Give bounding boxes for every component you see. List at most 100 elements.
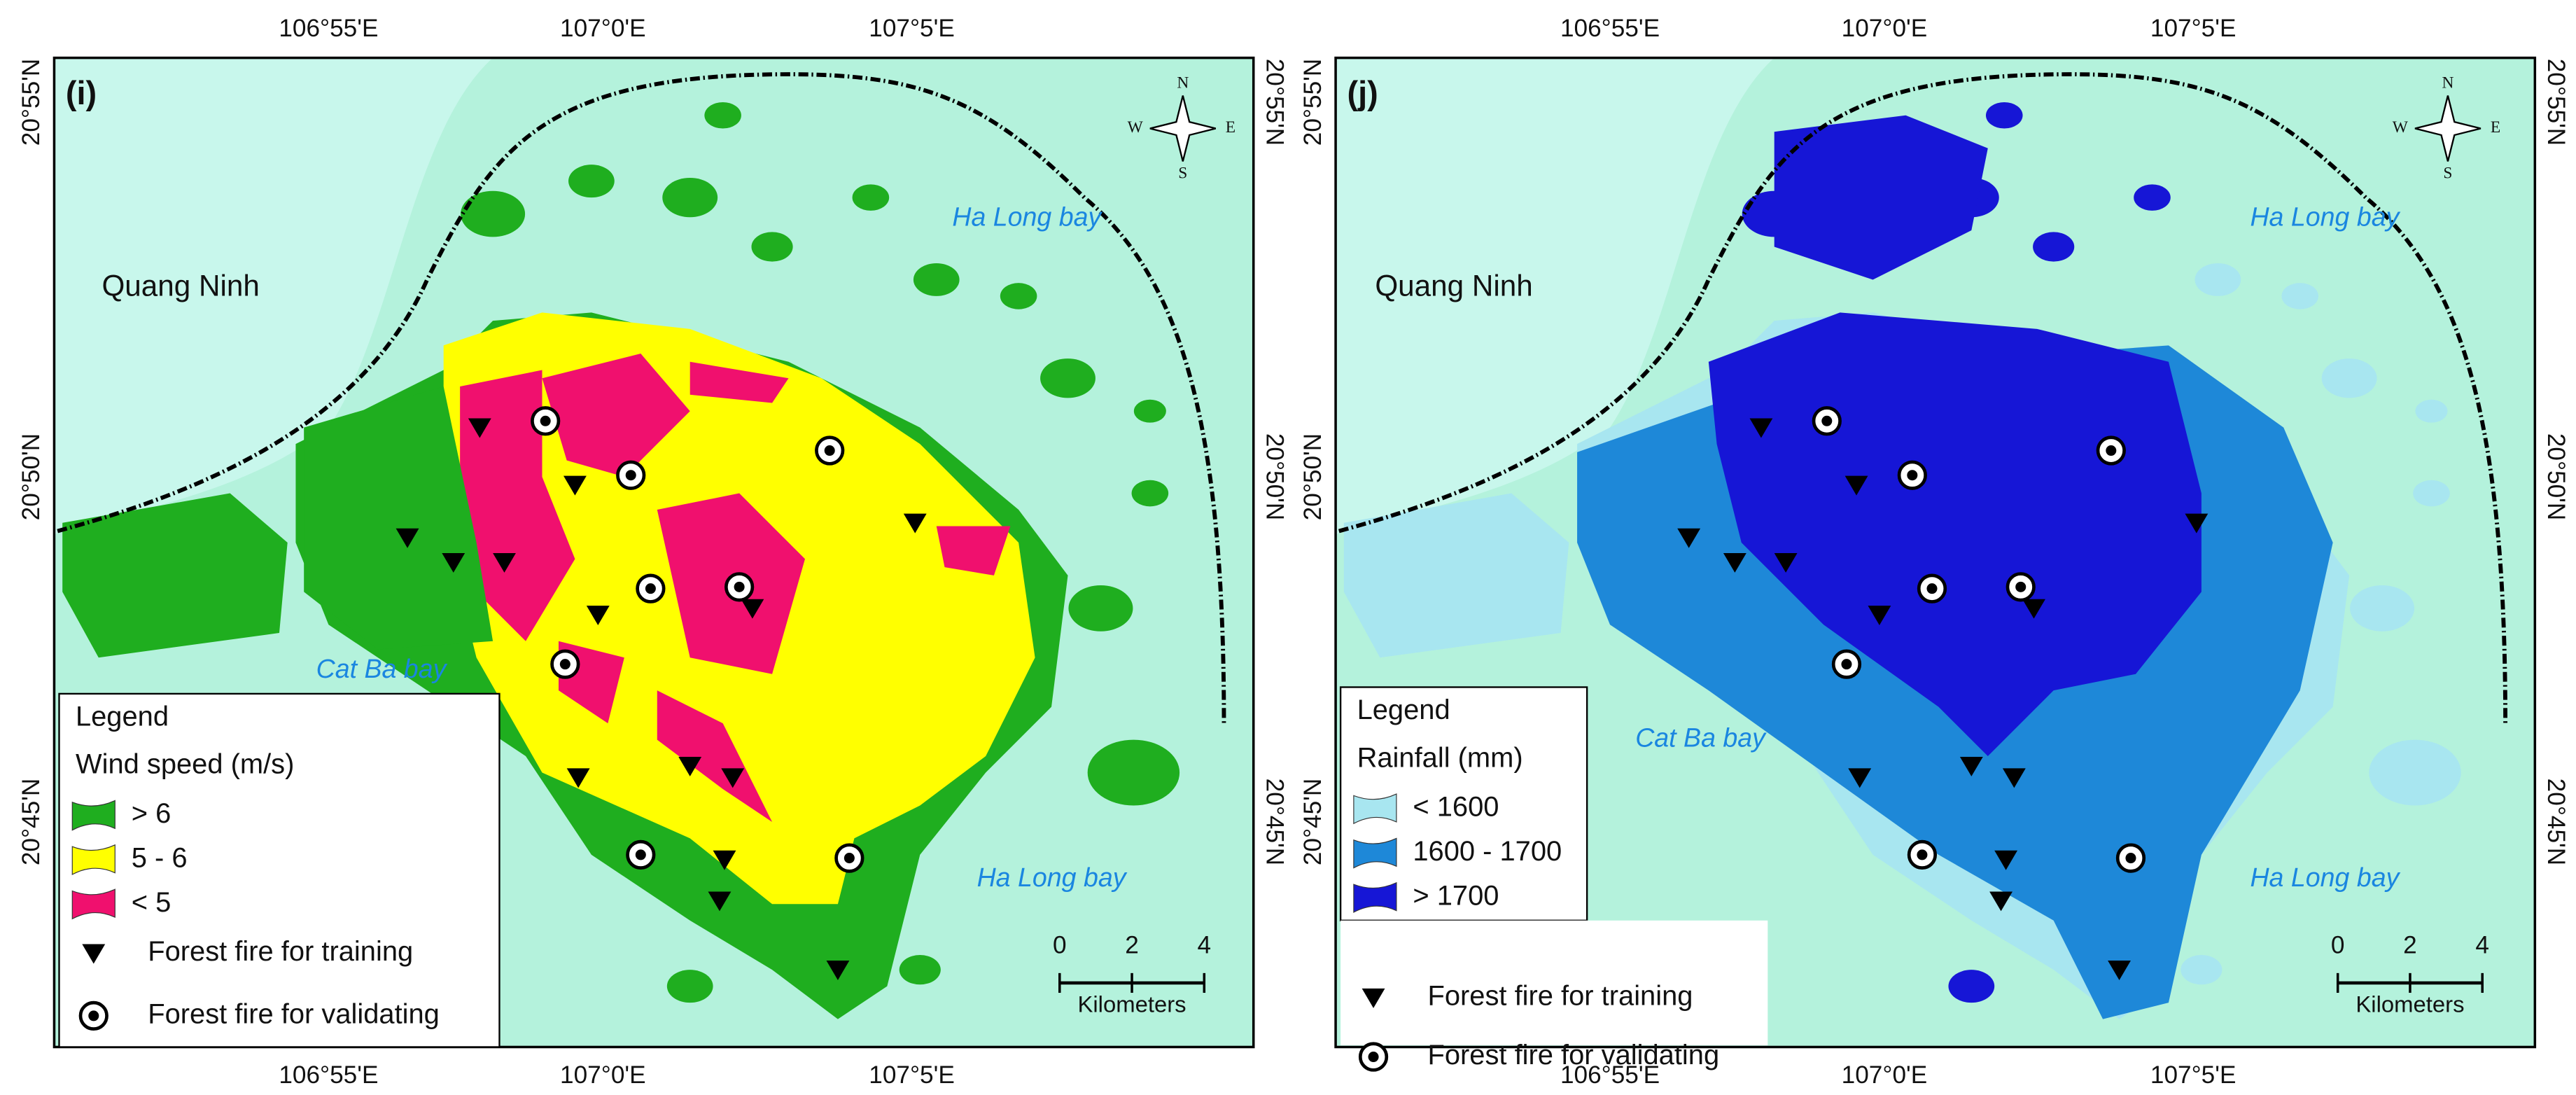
legend-validating: Forest fire for validating xyxy=(148,998,440,1029)
island xyxy=(666,970,713,1003)
right-tick-label: 20°50'N xyxy=(2542,433,2570,520)
training-marker xyxy=(468,418,491,438)
top-tick-label: 106°55'E xyxy=(279,15,378,42)
legend-item-label: < 5 xyxy=(132,887,172,918)
top-tick-label: 107°5'E xyxy=(2150,15,2236,42)
training-marker xyxy=(721,768,745,788)
validating-dot xyxy=(2125,853,2136,864)
left-tick-label: 20°50'N xyxy=(1299,433,1326,520)
training-marker xyxy=(1749,418,1773,438)
top-tick-label: 106°55'E xyxy=(1560,15,1660,42)
compass-label: W xyxy=(2393,118,2409,137)
legend-item-label: > 6 xyxy=(132,798,172,829)
top-tick-label: 107°5'E xyxy=(869,15,955,42)
legend-box xyxy=(58,692,500,1048)
legend-validating: Forest fire for validating xyxy=(1427,1040,1719,1070)
island xyxy=(662,177,718,218)
training-marker xyxy=(2185,513,2208,533)
bottom-tick-label: 107°0'E xyxy=(560,1061,646,1089)
map-panel: (i) 106°55'E 107°0'E 107°5'E 106°55'E 107°0'E… xyxy=(18,15,1288,1089)
panel-label: (j) xyxy=(1347,75,1378,111)
training-marker xyxy=(566,768,590,788)
top-tick-label: 107°0'E xyxy=(560,15,646,42)
island xyxy=(2369,739,2461,806)
validating-dot xyxy=(1841,659,1852,670)
legend-swatch xyxy=(1353,793,1397,825)
training-marker xyxy=(1994,850,2018,870)
training-marker xyxy=(2022,599,2045,619)
compass-label: S xyxy=(2443,165,2452,183)
training-marker xyxy=(741,599,764,619)
legend-swatch xyxy=(71,844,115,876)
legend-item-label: < 1600 xyxy=(1413,792,1499,823)
training-marker xyxy=(564,475,587,496)
legend-swatch xyxy=(1353,837,1397,869)
right-tick-label: 20°50'N xyxy=(1261,433,1289,520)
training-marker xyxy=(1868,606,1891,626)
mainland xyxy=(54,57,493,535)
island xyxy=(2350,585,2415,632)
training-marker xyxy=(713,850,736,870)
legend-training: Forest fire for training xyxy=(1427,981,1693,1012)
island xyxy=(1948,970,1995,1003)
training-marker xyxy=(396,528,419,548)
training-marker xyxy=(903,513,927,533)
training-marker xyxy=(1362,988,1385,1008)
zone-inner xyxy=(936,526,1011,576)
left-tick-label: 20°55'N xyxy=(18,59,45,146)
left-tick-label: 20°55'N xyxy=(1299,59,1326,146)
training-marker xyxy=(708,891,732,912)
validating-dot xyxy=(645,583,656,594)
compass-label: E xyxy=(2491,118,2500,137)
mainland xyxy=(1336,57,1774,535)
island xyxy=(913,263,960,296)
scale-label: 2 xyxy=(1125,932,1139,959)
right-tick-label: 20°55'N xyxy=(1261,59,1289,146)
legend-title: Legend xyxy=(1357,695,1450,725)
left-tick-label: 20°45'N xyxy=(18,779,45,865)
island xyxy=(1040,358,1096,398)
legend-subtitle: Rainfall (mm) xyxy=(1357,742,1523,773)
bottom-tick-label: 106°55'E xyxy=(1560,1061,1660,1089)
place-label: Quang Ninh xyxy=(1375,269,1532,302)
zone-inner xyxy=(542,354,690,477)
island xyxy=(2033,232,2075,262)
compass-label: S xyxy=(1178,165,1187,183)
training-marker xyxy=(1723,552,1746,573)
island xyxy=(2321,358,2377,398)
compass-label: N xyxy=(2442,74,2454,92)
place-label: Cat Ba bay xyxy=(316,654,448,683)
island xyxy=(1068,585,1133,632)
scale-unit: Kilometers xyxy=(2356,991,2464,1017)
compass-label: W xyxy=(1128,118,1144,137)
legend-swatch xyxy=(71,888,115,920)
training-marker xyxy=(1844,475,1868,496)
training-marker xyxy=(678,757,702,776)
compass-label: N xyxy=(1177,74,1189,92)
island xyxy=(568,165,615,198)
validating-dot xyxy=(1917,849,1928,860)
training-marker xyxy=(1848,768,1872,788)
right-tick-label: 20°45'N xyxy=(2542,779,2570,865)
island xyxy=(1133,399,1166,423)
place-label: Ha Long bay xyxy=(2250,863,2400,892)
island xyxy=(1087,739,1180,806)
scale-unit: Kilometers xyxy=(1077,991,1186,1017)
scale-label: 0 xyxy=(1053,932,1067,959)
island xyxy=(1131,480,1169,507)
island xyxy=(2194,263,2241,296)
training-marker xyxy=(1989,891,2012,912)
zone-inner xyxy=(1774,115,1988,280)
left-tick-label: 20°50'N xyxy=(18,433,45,520)
bottom-tick-label: 106°55'E xyxy=(279,1061,378,1089)
legend-item-label: 1600 - 1700 xyxy=(1413,836,1562,867)
top-tick-label: 107°0'E xyxy=(1842,15,1928,42)
legend-title: Legend xyxy=(76,702,169,732)
place-label: Cat Ba bay xyxy=(1635,723,1767,753)
training-marker xyxy=(493,552,516,573)
island xyxy=(1000,283,1037,309)
panel-label: (i) xyxy=(66,75,97,111)
island xyxy=(704,102,741,129)
place-label: Ha Long bay xyxy=(977,863,1128,892)
